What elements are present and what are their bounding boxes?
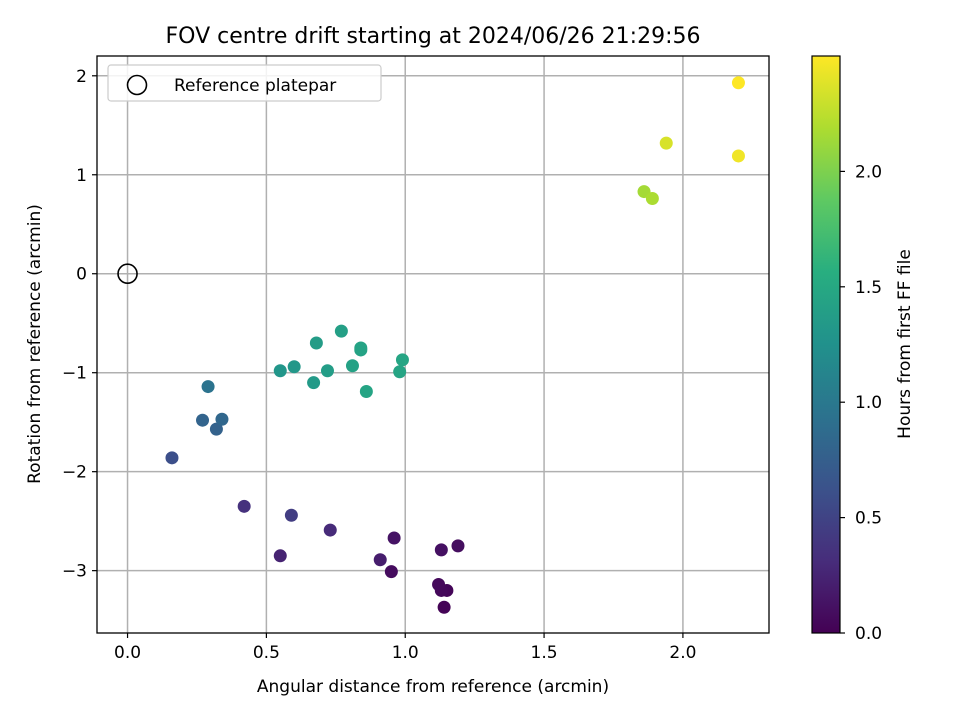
plot-frame <box>96 55 770 634</box>
data-point <box>437 600 451 614</box>
data-point <box>393 365 407 379</box>
data-point <box>215 412 229 426</box>
data-point <box>284 508 298 522</box>
y-axis-label: Rotation from reference (arcmin) <box>25 204 45 484</box>
data-point <box>309 336 323 350</box>
x-tick-label: 1.5 <box>531 643 558 663</box>
y-tick-label: −2 <box>62 463 87 483</box>
colorbar: 0.0 0.5 1.0 1.5 2.0 Hours from first FF file <box>811 55 915 644</box>
colorbar-ticks: 0.0 0.5 1.0 1.5 2.0 <box>840 162 882 644</box>
data-point <box>432 578 446 592</box>
x-tick-label: 2.0 <box>669 643 696 663</box>
data-point <box>334 324 348 338</box>
reference-platepar-marker <box>117 263 138 285</box>
y-tick-label: −3 <box>62 562 87 582</box>
y-tick-label: 1 <box>76 166 87 186</box>
colorbar-tick-label: 0.5 <box>855 509 882 529</box>
data-point <box>273 364 287 378</box>
y-axis-ticks: −3 −2 −1 0 1 2 <box>62 67 97 582</box>
colorbar-frame <box>811 55 841 634</box>
chart-title: FOV centre drift starting at 2024/06/26 … <box>166 24 701 49</box>
y-tick-label: 0 <box>76 265 87 285</box>
data-point <box>354 341 368 355</box>
data-point <box>307 376 321 390</box>
data-point <box>237 499 251 513</box>
data-point <box>731 149 745 163</box>
legend: Reference platepar <box>107 64 382 102</box>
data-point <box>659 136 673 150</box>
data-point <box>196 413 210 427</box>
data-point <box>451 539 465 553</box>
data-point <box>323 523 337 537</box>
data-point <box>731 76 745 90</box>
x-tick-label: 0.5 <box>253 643 280 663</box>
data-point <box>434 543 448 557</box>
colorbar-tick-label: 0.0 <box>855 624 882 644</box>
x-axis-ticks: 0.0 0.5 1.0 1.5 2.0 <box>114 633 696 663</box>
data-points <box>165 76 745 614</box>
y-tick-label: 2 <box>76 67 87 87</box>
data-point <box>320 364 334 378</box>
x-tick-label: 1.0 <box>392 643 419 663</box>
colorbar-tick-label: 1.0 <box>855 393 882 413</box>
colorbar-label: Hours from first FF file <box>895 249 915 439</box>
colorbar-tick-label: 2.0 <box>855 162 882 182</box>
data-point <box>287 360 301 374</box>
data-point <box>165 451 179 465</box>
data-point <box>373 553 387 567</box>
legend-box <box>107 64 382 102</box>
colorbar-gradient <box>812 56 840 633</box>
colorbar-tick-label: 1.5 <box>855 278 882 298</box>
data-point <box>359 385 373 399</box>
legend-label: Reference platepar <box>174 76 336 96</box>
y-tick-label: −1 <box>62 364 87 384</box>
data-point <box>209 422 223 436</box>
reference-marker-layer <box>117 263 138 285</box>
x-tick-label: 0.0 <box>114 643 141 663</box>
legend-marker-open-circle-icon <box>126 74 148 96</box>
data-point <box>201 380 215 394</box>
x-axis-label: Angular distance from reference (arcmin) <box>257 677 609 697</box>
data-point <box>395 353 409 367</box>
data-point <box>384 565 398 579</box>
data-point <box>387 531 401 545</box>
data-point <box>345 359 359 373</box>
data-point <box>273 549 287 563</box>
data-point <box>645 192 659 206</box>
